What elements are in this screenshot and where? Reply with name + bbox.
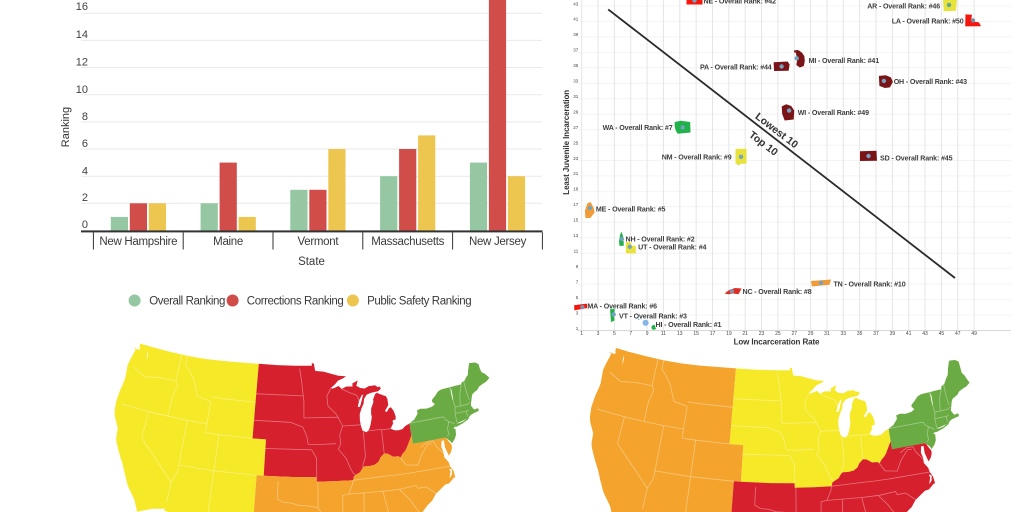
svg-text:TN - Overall Rank: #10: TN - Overall Rank: #10 bbox=[834, 280, 906, 288]
svg-text:37: 37 bbox=[573, 48, 579, 53]
svg-text:2: 2 bbox=[82, 192, 88, 204]
svg-text:4: 4 bbox=[82, 165, 88, 177]
svg-text:31: 31 bbox=[824, 331, 830, 337]
svg-text:43: 43 bbox=[573, 1, 579, 6]
svg-text:5: 5 bbox=[613, 331, 616, 337]
svg-text:MA - Overall Rank: #6: MA - Overall Rank: #6 bbox=[587, 303, 657, 311]
svg-text:Low Incarceration Rate: Low Incarceration Rate bbox=[734, 337, 820, 346]
svg-text:Public Safety Ranking: Public Safety Ranking bbox=[367, 295, 471, 307]
svg-text:UT - Overall Rank: #4: UT - Overall Rank: #4 bbox=[638, 244, 706, 252]
svg-text:17: 17 bbox=[573, 202, 579, 207]
svg-text:49: 49 bbox=[971, 331, 977, 337]
svg-text:Least Juvenile Incarceration: Least Juvenile Incarceration bbox=[562, 90, 571, 195]
svg-text:LA - Overall Rank: #50: LA - Overall Rank: #50 bbox=[892, 18, 964, 26]
svg-text:9: 9 bbox=[646, 331, 649, 337]
svg-text:NE - Overall Rank: #42: NE - Overall Rank: #42 bbox=[704, 0, 777, 6]
svg-text:12: 12 bbox=[76, 56, 88, 68]
svg-text:16: 16 bbox=[76, 1, 88, 13]
svg-text:HI - Overall Rank: #1: HI - Overall Rank: #1 bbox=[656, 321, 722, 329]
svg-text:8: 8 bbox=[82, 111, 88, 123]
svg-text:14: 14 bbox=[76, 29, 88, 41]
svg-text:0: 0 bbox=[82, 219, 88, 231]
svg-text:New Hampshire: New Hampshire bbox=[99, 236, 177, 248]
svg-text:19: 19 bbox=[573, 187, 579, 192]
svg-text:35: 35 bbox=[573, 63, 579, 68]
svg-text:NM - Overall Rank: #9: NM - Overall Rank: #9 bbox=[662, 153, 732, 161]
svg-text:27: 27 bbox=[573, 125, 579, 130]
svg-text:21: 21 bbox=[742, 331, 748, 337]
svg-text:NH - Overall Rank: #2: NH - Overall Rank: #2 bbox=[626, 235, 695, 243]
svg-text:3: 3 bbox=[576, 310, 579, 315]
svg-text:7: 7 bbox=[576, 279, 579, 284]
svg-text:29: 29 bbox=[808, 331, 814, 337]
svg-text:47: 47 bbox=[955, 331, 961, 337]
svg-text:State: State bbox=[298, 256, 325, 268]
svg-text:10: 10 bbox=[76, 84, 88, 96]
svg-text:17: 17 bbox=[710, 331, 716, 337]
svg-text:15: 15 bbox=[573, 218, 579, 223]
svg-text:OH - Overall Rank: #43: OH - Overall Rank: #43 bbox=[894, 78, 967, 86]
svg-text:VT - Overall Rank: #3: VT - Overall Rank: #3 bbox=[619, 312, 687, 320]
svg-text:SD - Overall Rank: #45: SD - Overall Rank: #45 bbox=[880, 155, 953, 163]
svg-text:PA - Overall Rank: #44: PA - Overall Rank: #44 bbox=[700, 63, 772, 71]
svg-text:37: 37 bbox=[873, 331, 879, 337]
svg-text:9: 9 bbox=[576, 264, 579, 269]
svg-text:6: 6 bbox=[82, 138, 88, 150]
svg-text:41: 41 bbox=[573, 17, 579, 22]
svg-text:23: 23 bbox=[759, 331, 765, 337]
svg-text:WA - Overall Rank: #7: WA - Overall Rank: #7 bbox=[603, 124, 673, 132]
svg-text:Overall Ranking: Overall Ranking bbox=[149, 295, 225, 307]
svg-text:Maine: Maine bbox=[213, 236, 243, 248]
svg-text:27: 27 bbox=[791, 331, 797, 337]
svg-text:25: 25 bbox=[775, 331, 781, 337]
svg-text:Vermont: Vermont bbox=[298, 236, 340, 248]
svg-text:1: 1 bbox=[576, 326, 579, 331]
svg-text:AR - Overall Rank: #46: AR - Overall Rank: #46 bbox=[867, 2, 940, 10]
svg-text:11: 11 bbox=[574, 249, 579, 254]
svg-text:11: 11 bbox=[661, 331, 666, 337]
svg-text:13: 13 bbox=[573, 233, 579, 238]
svg-text:41: 41 bbox=[906, 331, 912, 337]
svg-text:MI - Overall Rank: #41: MI - Overall Rank: #41 bbox=[809, 57, 880, 65]
svg-text:23: 23 bbox=[573, 156, 579, 161]
svg-text:3: 3 bbox=[597, 331, 600, 337]
svg-text:33: 33 bbox=[841, 331, 847, 337]
svg-text:35: 35 bbox=[857, 331, 863, 337]
svg-text:39: 39 bbox=[573, 32, 579, 37]
svg-text:13: 13 bbox=[677, 331, 683, 337]
svg-text:Massachusetts: Massachusetts bbox=[371, 236, 444, 248]
svg-text:Ranking: Ranking bbox=[60, 107, 72, 147]
svg-text:33: 33 bbox=[573, 79, 579, 84]
svg-text:Corrections Ranking: Corrections Ranking bbox=[247, 295, 344, 307]
svg-text:31: 31 bbox=[573, 94, 579, 99]
svg-text:19: 19 bbox=[726, 331, 732, 337]
svg-text:15: 15 bbox=[693, 331, 699, 337]
svg-text:7: 7 bbox=[629, 331, 632, 337]
svg-text:25: 25 bbox=[573, 140, 579, 145]
svg-text:21: 21 bbox=[573, 171, 579, 176]
svg-text:5: 5 bbox=[576, 295, 579, 300]
svg-text:45: 45 bbox=[939, 331, 945, 337]
svg-text:WI - Overall Rank: #49: WI - Overall Rank: #49 bbox=[798, 109, 869, 117]
svg-text:ME - Overall Rank: #5: ME - Overall Rank: #5 bbox=[596, 205, 666, 213]
svg-text:NC - Overall Rank: #8: NC - Overall Rank: #8 bbox=[743, 288, 812, 296]
svg-text:1: 1 bbox=[580, 331, 583, 337]
svg-text:39: 39 bbox=[890, 331, 896, 337]
svg-text:43: 43 bbox=[922, 331, 928, 337]
svg-text:29: 29 bbox=[573, 110, 579, 115]
svg-text:New Jersey: New Jersey bbox=[469, 236, 527, 248]
